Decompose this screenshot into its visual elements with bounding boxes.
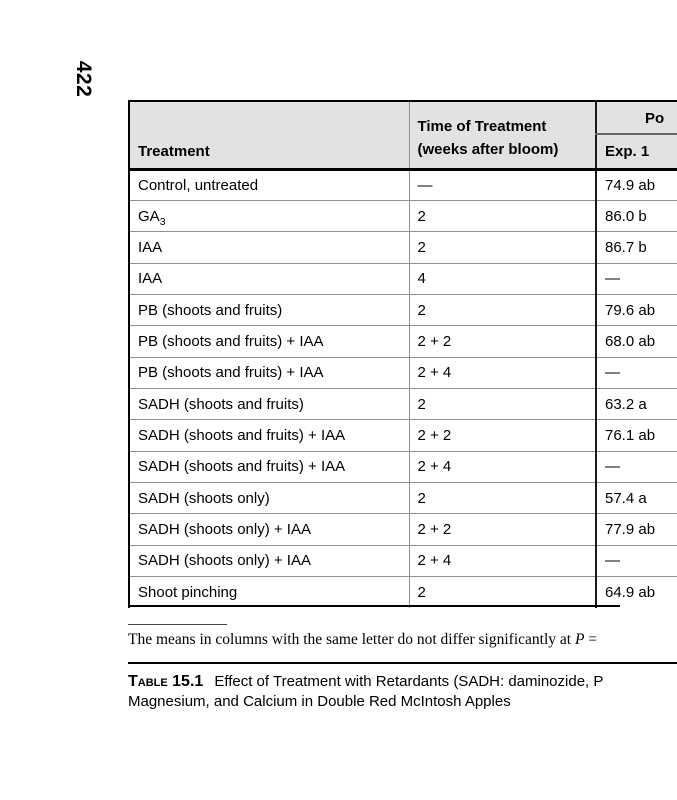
- time-cell: 2: [408, 200, 596, 233]
- exp1-cell: 64.9 ab: [595, 576, 677, 608]
- table-row: Shoot pinching 2 64.9 ab: [129, 576, 677, 608]
- footnote-rule: [128, 624, 227, 625]
- time-cell: 2 + 2: [408, 325, 596, 358]
- treatment-cell: GA3: [129, 200, 409, 233]
- treatment-cell: PB (shoots and fruits): [129, 294, 409, 327]
- exp1-cell: —: [595, 545, 677, 577]
- exp1-cell: 68.0 ab: [595, 325, 677, 358]
- caption-rule: [128, 662, 677, 664]
- footnote-end: =: [584, 631, 598, 648]
- col-header-treatment: Treatment: [129, 101, 409, 171]
- table-row: PB (shoots and fruits) 2 79.6 ab: [129, 294, 677, 327]
- time-cell: 2 + 4: [408, 545, 596, 577]
- time-cell: —: [408, 169, 596, 201]
- caption-line2: Magnesium, and Calcium in Double Red McI…: [128, 692, 511, 710]
- table-row: IAA 4—: [129, 263, 677, 295]
- exp1-cell: —: [595, 451, 677, 483]
- header-sub-row: Exp. 1: [129, 134, 677, 171]
- treatment-cell: IAA: [129, 231, 409, 264]
- col-header-exp1: Exp. 1: [595, 134, 677, 171]
- caption-text-line1: Effect of Treatment with Retardants (SAD…: [214, 673, 604, 690]
- footnote: The means in columns with the same lette…: [128, 631, 677, 649]
- exp1-cell: 86.0 b: [595, 200, 677, 233]
- col-header-time-line1: Time of Treatment: [417, 117, 547, 135]
- treatment-subscript: 3: [159, 215, 166, 228]
- time-cell: 2: [408, 482, 596, 515]
- time-cell: 2 + 2: [408, 513, 596, 546]
- exp1-cell: 86.7 b: [595, 231, 677, 264]
- time-cell: 2 + 4: [408, 357, 596, 389]
- time-cell: 2: [408, 231, 596, 264]
- table-row: SADH (shoots only) + IAA 2 + 2 77.9 ab: [129, 513, 677, 546]
- time-cell: 2: [408, 576, 596, 608]
- table-row: SADH (shoots and fruits) + IAA 2 + 2 76.1 …: [129, 419, 677, 452]
- treatment-cell: IAA: [129, 263, 409, 295]
- caption-label: Table 15.1: [128, 673, 204, 690]
- exp1-cell: —: [595, 357, 677, 389]
- table-row: SADH (shoots and fruits) + IAA 2 + 4—: [129, 451, 677, 483]
- treatment-cell: SADH (shoots and fruits) + IAA: [129, 419, 409, 452]
- exp1-cell: 63.2 a: [595, 388, 677, 421]
- treatment-cell: Control, untreated: [129, 169, 409, 201]
- data-table: Treatment Time of Treatment (weeks after…: [128, 100, 677, 608]
- time-cell: 2 + 4: [408, 451, 596, 483]
- col-group-header-partial: Po: [595, 101, 677, 135]
- exp1-cell: 77.9 ab: [595, 513, 677, 546]
- exp1-cell: 79.6 ab: [595, 294, 677, 327]
- table-row: SADH (shoots only) + IAA 2 + 4—: [129, 545, 677, 577]
- treatment-cell: SADH (shoots only) + IAA: [129, 513, 409, 546]
- footnote-text: The means in columns with the same lette…: [128, 631, 575, 648]
- treatment-cell: PB (shoots and fruits) + IAA: [129, 357, 409, 389]
- table-row: SADH (shoots and fruits) 2 63.2 a: [129, 388, 677, 421]
- header-group-row: Treatment Time of Treatment (weeks after…: [129, 101, 677, 171]
- treatment-cell: PB (shoots and fruits) + IAA: [129, 325, 409, 358]
- table-bottom-rule: [128, 604, 620, 607]
- treatment-cell: SADH (shoots and fruits) + IAA: [129, 451, 409, 483]
- table-row: PB (shoots and fruits) + IAA 2 + 2 68.0 ab: [129, 325, 677, 358]
- time-cell: 4: [408, 263, 596, 295]
- caption-line1: Table 15.1 Effect of Treatment with Retar…: [128, 672, 677, 692]
- exp1-cell: 76.1 ab: [595, 419, 677, 452]
- exp1-cell: —: [595, 263, 677, 295]
- treatment-cell: SADH (shoots only) + IAA: [129, 545, 409, 577]
- col-header-time-line2: (weeks after bloom): [417, 140, 559, 158]
- treatment-cell: SADH (shoots and fruits): [129, 388, 409, 421]
- table-row: SADH (shoots only) 2 57.4 a: [129, 482, 677, 515]
- treatment-cell: Shoot pinching: [129, 576, 409, 608]
- col-header-time: Time of Treatment (weeks after bloom): [408, 101, 596, 171]
- table-caption: Table 15.1 Effect of Treatment with Retar…: [128, 672, 677, 711]
- exp1-cell: 74.9 ab: [595, 169, 677, 201]
- time-cell: 2 + 2: [408, 419, 596, 452]
- table-header: Treatment Time of Treatment (weeks after…: [129, 101, 677, 171]
- treatment-cell: SADH (shoots only): [129, 482, 409, 515]
- time-cell: 2: [408, 294, 596, 327]
- time-cell: 2: [408, 388, 596, 421]
- exp1-cell: 57.4 a: [595, 482, 677, 515]
- table-row: GA3 2 86.0 b: [129, 200, 677, 233]
- table-row: IAA 2 86.7 b: [129, 231, 677, 264]
- page-number: 422: [72, 60, 95, 98]
- table-body: Control, untreated —74.9 ab GA3 2 86.0 b IAA 2…: [129, 169, 677, 608]
- table-row: PB (shoots and fruits) + IAA 2 + 4—: [129, 357, 677, 389]
- table-row: Control, untreated —74.9 ab: [129, 169, 677, 201]
- footnote-variable: P: [574, 631, 585, 648]
